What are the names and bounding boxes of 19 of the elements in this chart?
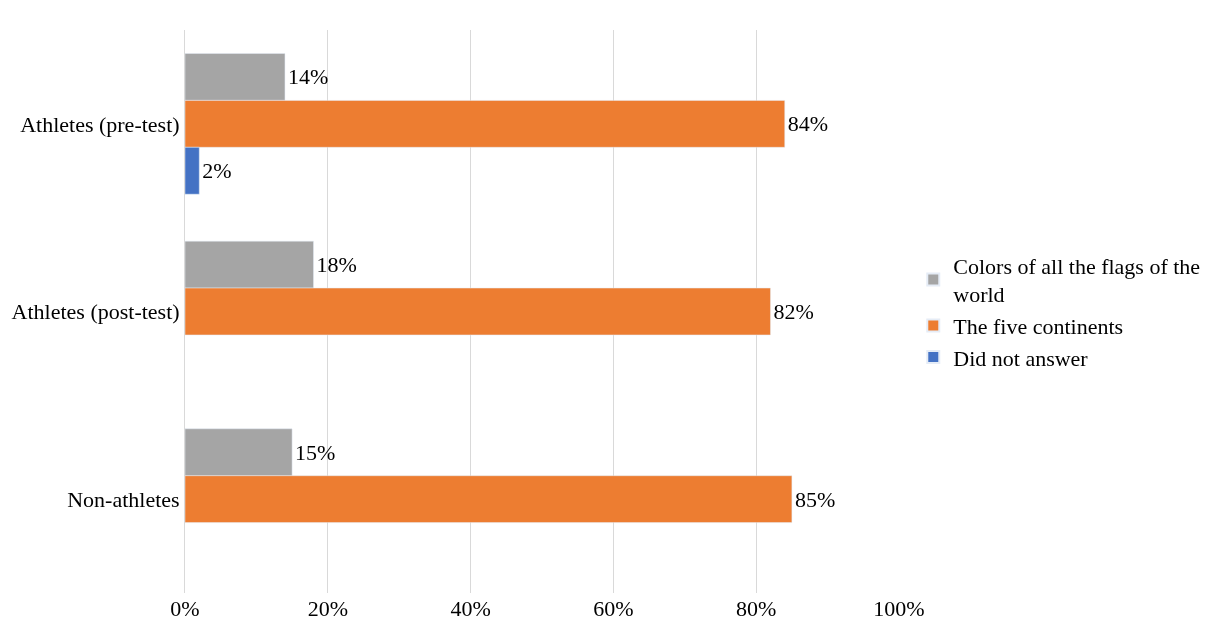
x-tick-label: 40%: [450, 596, 491, 621]
y-tick-label: Athletes (pre-test): [20, 111, 180, 137]
legend-label: Colors of all the flags of the world: [953, 253, 1201, 308]
data-label: 18%: [316, 252, 357, 278]
data-label: 82%: [773, 299, 814, 324]
legend-label: Did not answer: [953, 345, 1089, 371]
data-label: 84%: [787, 111, 829, 137]
data-label: 15%: [295, 439, 336, 465]
x-tick-label: 0%: [170, 596, 200, 621]
x-tick-label: 20%: [307, 596, 348, 621]
data-label: 14%: [287, 64, 329, 90]
data-label: 2%: [202, 158, 232, 184]
legend-label: The five continents: [953, 314, 1124, 340]
x-tick-label: 60%: [593, 596, 634, 621]
x-tick-label: 100%: [873, 596, 925, 621]
y-tick-label: Non-athletes: [67, 486, 180, 512]
y-tick-label: Athletes (post-test): [11, 299, 180, 325]
x-tick-label: 80%: [736, 596, 777, 621]
data-label: 85%: [794, 486, 836, 512]
